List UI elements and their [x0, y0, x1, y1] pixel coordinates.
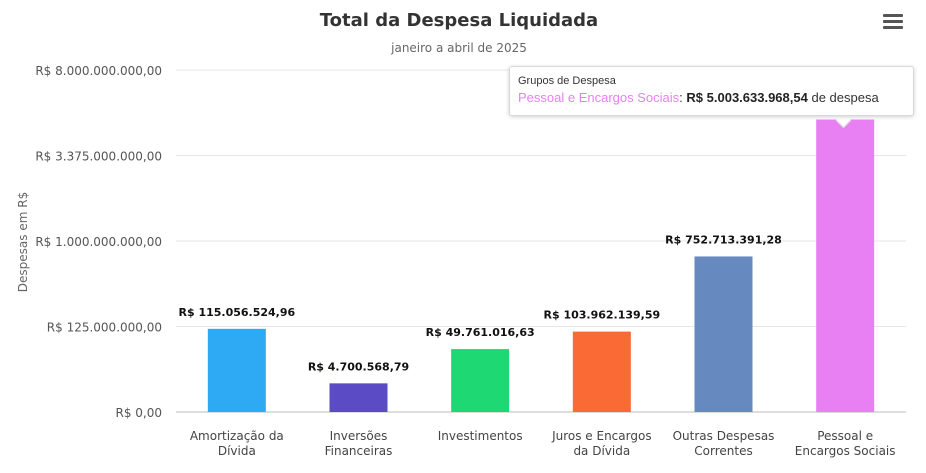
data-label: R$ 115.056.524,96	[178, 306, 295, 319]
tooltip-suffix: de despesa	[811, 90, 879, 105]
x-tick-label: Outras Despesas	[673, 429, 775, 443]
bar	[694, 256, 753, 412]
tooltip-body: Pessoal e Encargos Sociais: R$ 5.003.633…	[518, 90, 905, 105]
data-label: R$ 4.700.568,79	[308, 360, 409, 373]
x-tick-label: Inversões	[330, 429, 388, 443]
y-tick-label: R$ 0,00	[115, 406, 162, 420]
tooltip-series-name: Pessoal e Encargos Sociais	[518, 90, 680, 105]
x-tick-label: Amortização da	[190, 429, 284, 443]
y-tick-label: R$ 1.000.000.000,00	[35, 235, 162, 249]
bar	[329, 383, 388, 412]
tooltip: Grupos de Despesa Pessoal e Encargos Soc…	[509, 66, 914, 116]
data-label: R$ 752.713.391,28	[665, 233, 782, 246]
x-tick-label: Encargos Sociais	[795, 444, 896, 458]
chart-title: Total da Despesa Liquidada	[320, 10, 598, 31]
x-tick-label: da Dívida	[573, 444, 630, 458]
bar	[572, 331, 631, 412]
x-tick-label: Pessoal e	[817, 429, 873, 443]
bar	[207, 328, 266, 412]
tooltip-separator: :	[679, 90, 683, 105]
bar	[451, 349, 510, 412]
x-tick-label: Investimentos	[438, 429, 523, 443]
hamburger-menu-icon[interactable]	[882, 12, 904, 30]
x-tick-label: Juros e Encargos	[551, 429, 652, 443]
y-tick-label: R$ 125.000.000,00	[47, 321, 162, 335]
data-label: R$ 49.761.016,63	[426, 326, 535, 339]
y-axis-title: Despesas em R$	[16, 192, 30, 292]
data-label: R$ 103.962.139,59	[543, 309, 660, 322]
x-tick-label: Financeiras	[325, 444, 393, 458]
chart-subtitle: janeiro a abril de 2025	[390, 41, 527, 55]
y-tick-label: R$ 3.375.000.000,00	[35, 150, 162, 164]
tooltip-value: R$ 5.003.633.968,54	[686, 90, 808, 105]
y-tick-label: R$ 8.000.000.000,00	[35, 64, 162, 78]
bar	[816, 119, 875, 413]
x-tick-label: Dívida	[218, 444, 256, 458]
x-tick-label: Correntes	[694, 444, 752, 458]
tooltip-header: Grupos de Despesa	[518, 75, 616, 87]
